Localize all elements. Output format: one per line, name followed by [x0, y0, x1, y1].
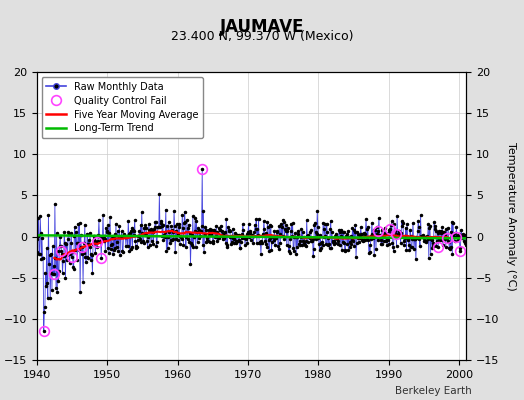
- Y-axis label: Temperature Anomaly (°C): Temperature Anomaly (°C): [506, 142, 516, 290]
- Text: JAUMAVE: JAUMAVE: [220, 18, 304, 36]
- Legend: Raw Monthly Data, Quality Control Fail, Five Year Moving Average, Long-Term Tren: Raw Monthly Data, Quality Control Fail, …: [41, 77, 203, 138]
- Text: 23.400 N, 99.370 W (Mexico): 23.400 N, 99.370 W (Mexico): [171, 30, 353, 43]
- Text: Berkeley Earth: Berkeley Earth: [395, 386, 472, 396]
